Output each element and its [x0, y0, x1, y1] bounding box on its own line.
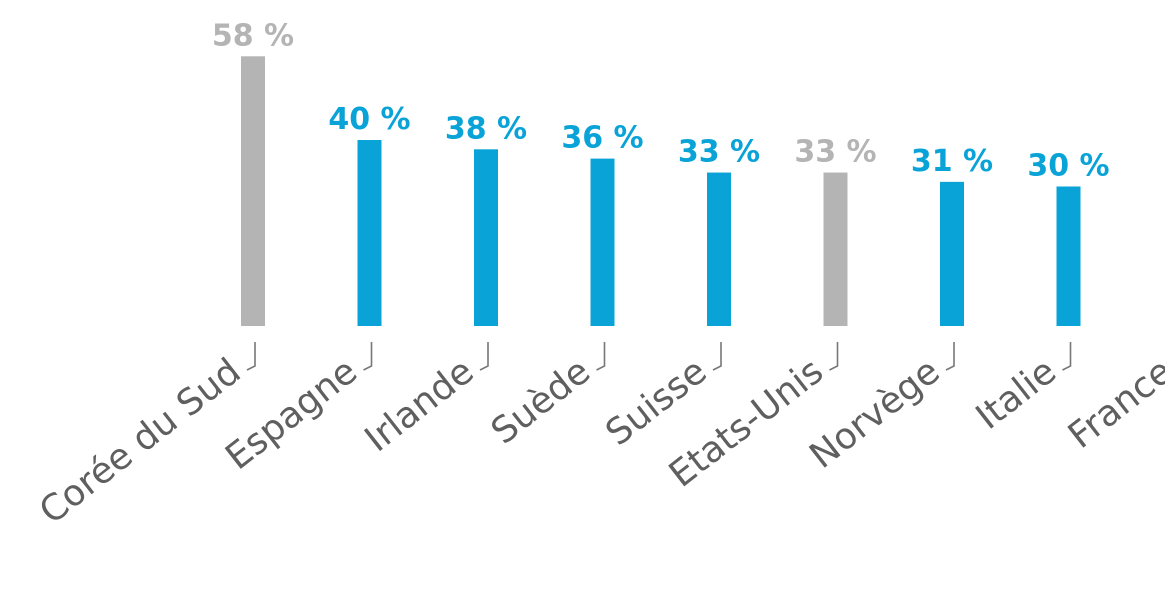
bar-espagne: [357, 140, 382, 326]
tick-etats-unis: [829, 342, 839, 371]
value-label-suisse: 33 %: [678, 135, 760, 170]
category-label-coree-du-sud: Corée du Sud: [32, 351, 248, 533]
tick-italie: [1062, 342, 1072, 371]
tick-coree-du-sud: [246, 342, 256, 371]
category-label-suede: Suède: [484, 351, 598, 453]
category-label-irlande: Irlande: [358, 351, 482, 460]
category-label-france: France: [1061, 351, 1165, 457]
value-label-italie: 30 %: [1027, 149, 1109, 184]
tick-suisse: [712, 342, 722, 371]
category-label-norvege: Norvège: [802, 351, 947, 477]
tick-irlande: [479, 342, 489, 371]
bar-norvege: [940, 181, 964, 326]
tick-espagne: [363, 342, 373, 371]
bar-irlande: [474, 149, 498, 326]
bar-etats-unis: [823, 172, 848, 326]
bar-italie: [1056, 186, 1081, 326]
value-label-espagne: 40 %: [328, 102, 410, 137]
value-label-irlande: 38 %: [445, 111, 527, 146]
value-label-coree-du-sud: 58 %: [212, 18, 294, 53]
value-label-norvege: 31 %: [911, 144, 993, 179]
bar-suisse: [707, 172, 731, 326]
bar-coree-du-sud: [241, 56, 265, 327]
value-label-suede: 36 %: [561, 121, 643, 156]
bar-suede: [590, 158, 615, 326]
value-label-etats-unis: 33 %: [794, 135, 876, 170]
tick-norvege: [945, 342, 955, 371]
category-label-italie: Italie: [969, 351, 1064, 438]
category-label-espagne: Espagne: [218, 351, 365, 478]
tick-suede: [596, 342, 606, 371]
